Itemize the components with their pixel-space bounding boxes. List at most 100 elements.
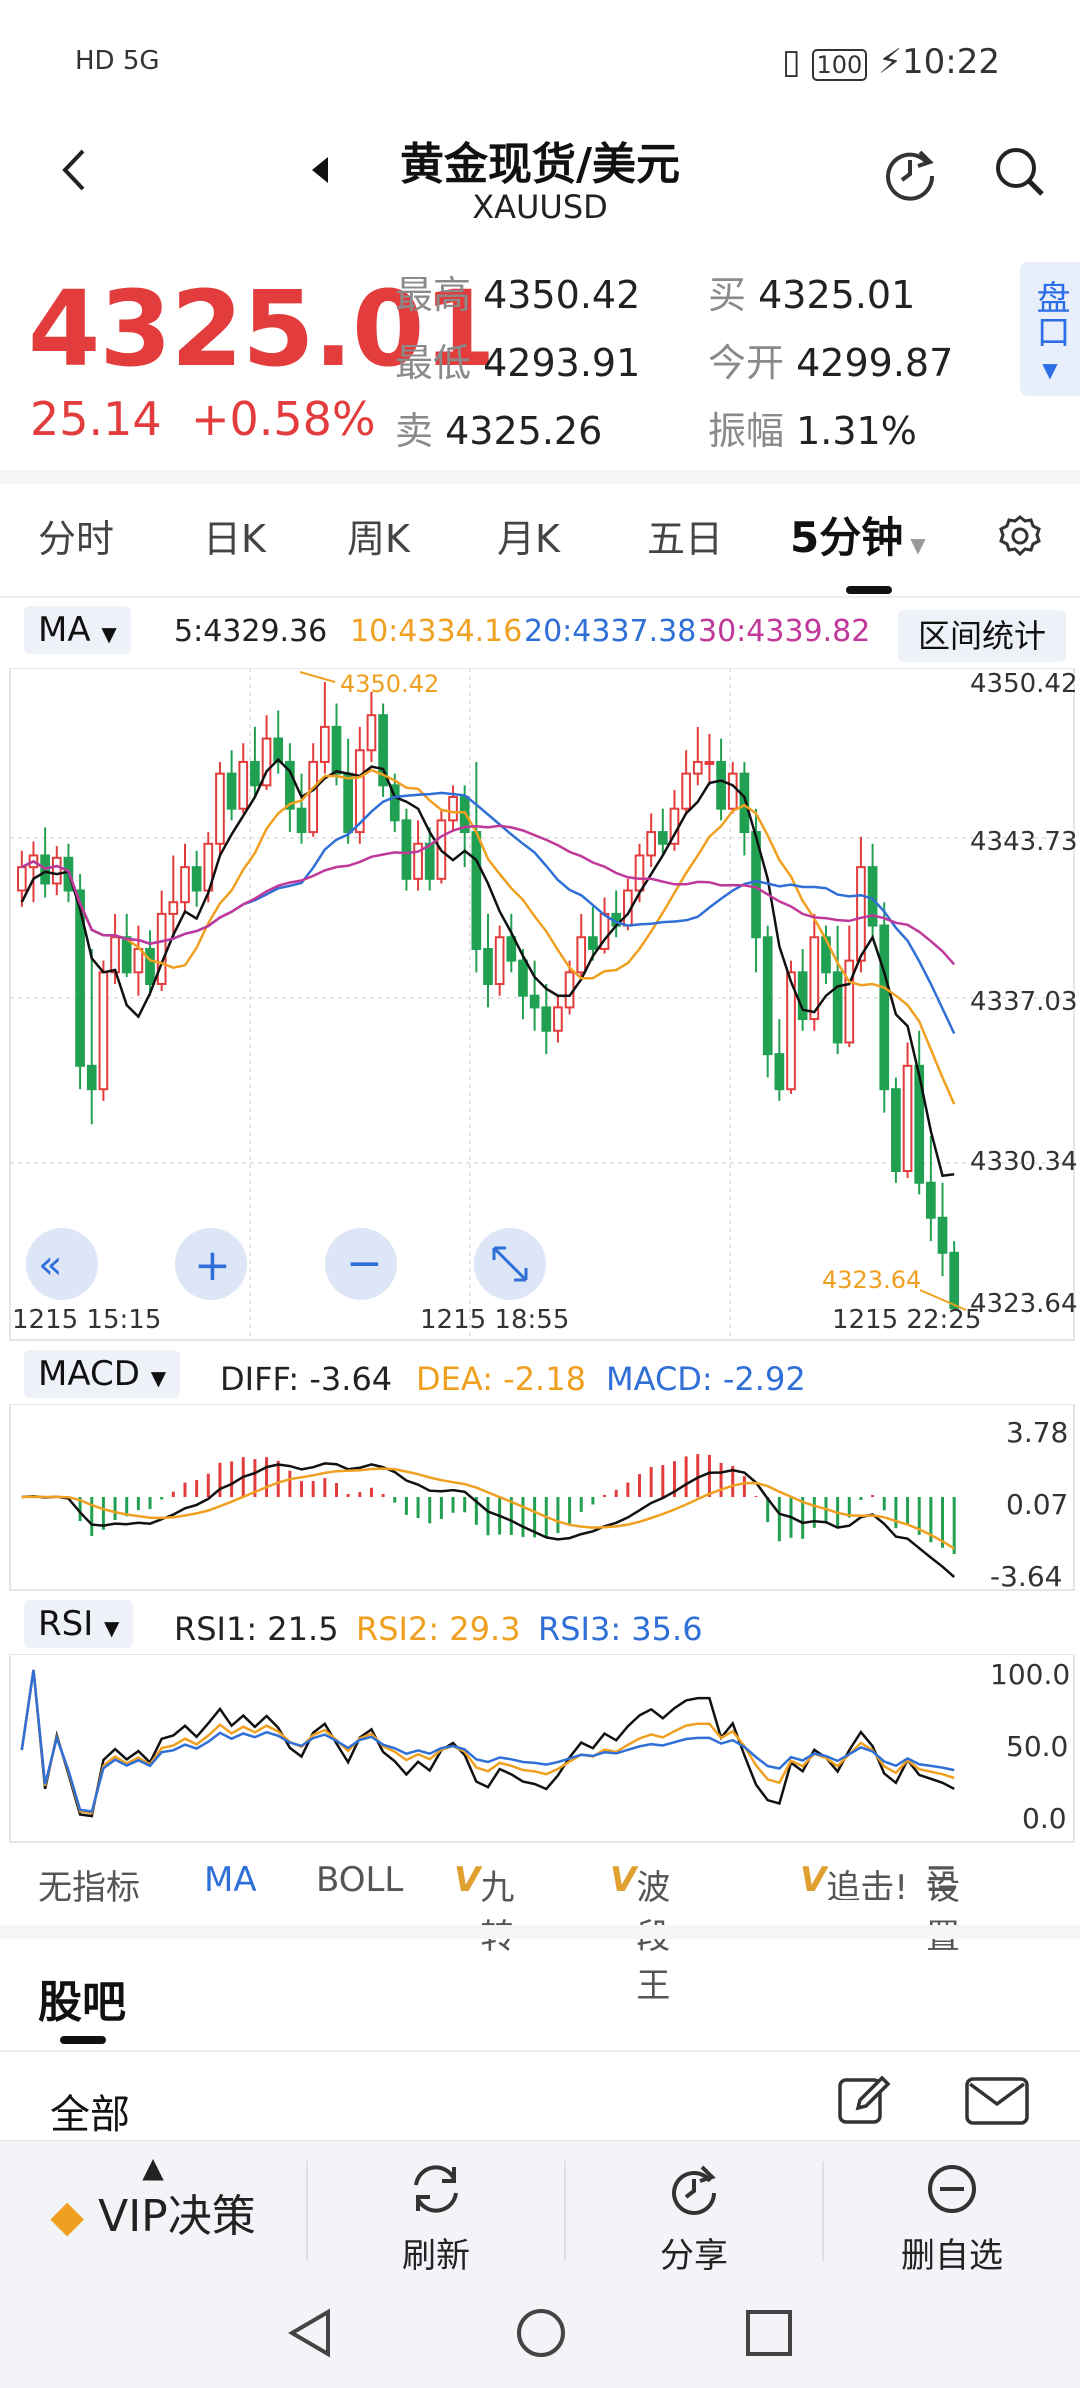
indicator-settings-label: 设置	[926, 1868, 960, 1957]
period-tabs: 分时 日K 周K 月K 五日 5分钟 ▼	[0, 508, 1080, 568]
ma10-value: 10:4334.16	[350, 614, 523, 649]
candle-body	[378, 714, 388, 787]
candle-body	[751, 831, 761, 939]
order-book-button[interactable]: 盘口 ▼	[1020, 262, 1080, 396]
tab-band-king[interactable]: V波段王	[610, 1860, 670, 2006]
candle	[285, 743, 295, 833]
rsi1-value: RSI1: 21.5	[174, 1610, 339, 1648]
interval-stats-button[interactable]: 区间统计	[898, 610, 1066, 662]
divider	[564, 2161, 566, 2261]
ma-indicator-select[interactable]: MA ▼	[24, 606, 131, 654]
candle-body	[308, 760, 319, 834]
zoom-out-button[interactable]: −	[325, 1228, 397, 1300]
candle	[366, 691, 377, 762]
macd-indicator-select[interactable]: MACD ▼	[24, 1350, 181, 1398]
tab-daily[interactable]: 日K	[203, 517, 266, 561]
nav-recents-icon[interactable]	[742, 2306, 796, 2360]
high-value: 4350.42	[483, 273, 641, 317]
tab-ma[interactable]: MA	[204, 1860, 257, 1900]
vip-decision-button[interactable]: ▲ ◆ VIP决策	[0, 2141, 306, 2279]
status-bar: HD 5G ▯ 100 ⚡10:22	[0, 0, 1080, 120]
tab-no-indicator[interactable]: 无指标	[38, 1868, 140, 1908]
candle-body	[856, 866, 866, 962]
candle	[273, 710, 284, 774]
candle-body	[389, 784, 400, 822]
tab-5min[interactable]: 5分钟 ▼	[790, 504, 926, 565]
back-button[interactable]	[55, 145, 95, 199]
candle	[797, 948, 808, 1031]
ma5-value: 5:4329.36	[174, 614, 328, 649]
search-icon	[996, 148, 1044, 196]
zoom-in-button[interactable]: +	[175, 1228, 247, 1300]
tab-intraday[interactable]: 分时	[38, 517, 115, 561]
refresh-label: 刷新	[402, 2236, 470, 2276]
candle-body	[343, 772, 353, 834]
vip-v-icon: V	[800, 1860, 827, 1900]
messages-button[interactable]	[964, 2076, 1030, 2130]
rsi-tick: 0.0	[1022, 1802, 1067, 1835]
ma30-value: 30:4339.82	[698, 614, 871, 649]
candle	[588, 906, 598, 961]
compose-post-button[interactable]	[836, 2072, 892, 2132]
diff-line	[21, 1462, 956, 1578]
tab-nine-turn[interactable]: V九转	[454, 1860, 514, 1957]
candlestick-chart[interactable]: 4350.42 4343.73 4337.03 4330.34 4323.64 …	[0, 668, 1080, 1348]
search-button[interactable]	[990, 142, 1050, 206]
tab-monthly[interactable]: 月K	[497, 517, 560, 561]
candle-body	[902, 1064, 913, 1173]
previous-symbol-button[interactable]	[308, 155, 332, 189]
candle	[483, 913, 493, 1008]
candle	[623, 878, 633, 931]
candle-body	[156, 912, 167, 986]
candle-body	[471, 831, 482, 950]
price-tick: 4337.03	[970, 987, 1078, 1017]
candle	[891, 1077, 901, 1183]
filter-all[interactable]: 全部	[50, 2092, 130, 2138]
rsi-tick: 100.0	[990, 1658, 1070, 1691]
remove-watchlist-button[interactable]: 删自选	[824, 2141, 1080, 2279]
candle-body	[121, 936, 132, 974]
forum-title[interactable]: 股吧	[38, 1977, 126, 2028]
candle-body	[354, 749, 365, 834]
candle-body	[250, 760, 260, 787]
candle	[494, 925, 505, 996]
candle-body	[238, 760, 249, 810]
tab-chase-label: 追击!	[826, 1868, 908, 1900]
tab-five-day[interactable]: 五日	[647, 517, 724, 561]
chart-settings-button[interactable]	[996, 512, 1044, 569]
rsi3-value: RSI3: 35.6	[538, 1610, 703, 1648]
rsi-chart[interactable]: 100.0 50.0 0.0	[0, 1654, 1080, 1846]
auto-refresh-button[interactable]	[880, 142, 940, 206]
candle-body	[424, 842, 435, 880]
rsi-indicator-select[interactable]: RSI ▼	[24, 1600, 134, 1648]
scroll-left-button[interactable]: «	[26, 1228, 98, 1300]
macd-chart[interactable]: 3.78 0.07 -3.64	[0, 1404, 1080, 1594]
candle-body	[448, 796, 458, 822]
tab-weekly[interactable]: 周K	[347, 517, 410, 561]
nav-home-icon[interactable]	[514, 2306, 568, 2360]
candle-body	[891, 1088, 901, 1173]
fullscreen-button[interactable]	[474, 1228, 546, 1300]
settings-sliders-icon: ☰	[926, 1860, 957, 1900]
candle	[98, 960, 109, 1101]
network-indicator: HD 5G	[75, 46, 160, 76]
tab-chase[interactable]: V 追击!	[800, 1860, 918, 1900]
candle-body	[366, 714, 377, 752]
candle	[191, 850, 202, 907]
candle-body	[483, 947, 493, 986]
tab-boll[interactable]: BOLL	[316, 1860, 404, 1900]
candle	[576, 913, 587, 978]
price-tick: 4323.64	[970, 1289, 1078, 1319]
macd-tick: 0.07	[1006, 1488, 1068, 1521]
candle	[226, 750, 237, 821]
triangle-left-icon	[312, 157, 328, 183]
candle-body	[133, 947, 144, 974]
nav-back-icon[interactable]	[284, 2306, 338, 2360]
price-tick: 4350.42	[970, 669, 1078, 699]
refresh-icon	[414, 2165, 458, 2213]
share-button[interactable]: 分享	[566, 2141, 822, 2279]
caret-down-icon: ▼	[150, 1366, 167, 1390]
refresh-button[interactable]: 刷新	[308, 2141, 564, 2279]
candle	[844, 925, 855, 1048]
candle	[506, 913, 517, 973]
